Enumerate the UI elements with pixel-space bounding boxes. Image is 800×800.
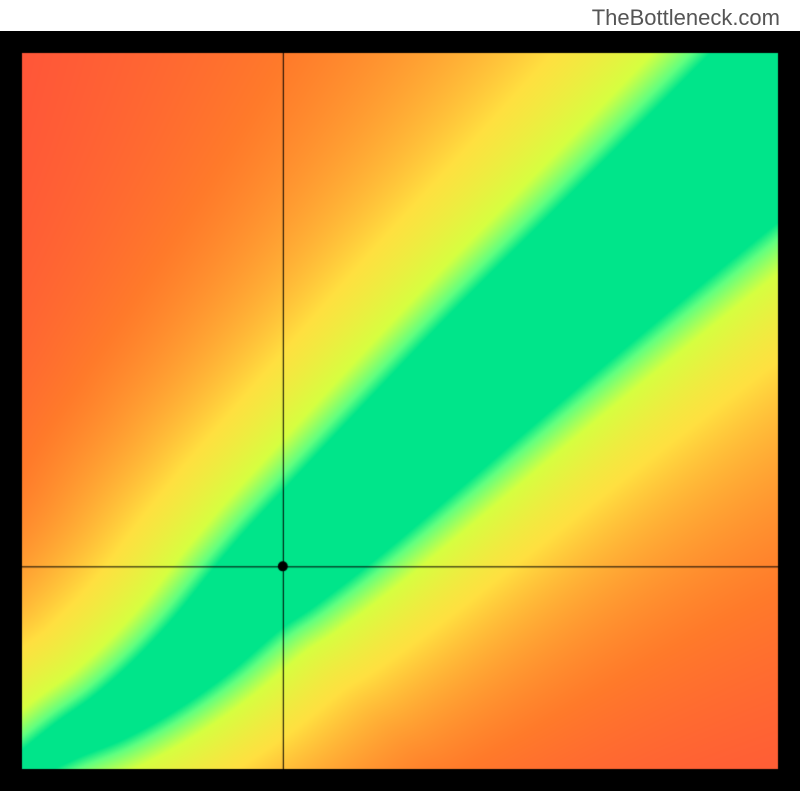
- heatmap-canvas: [0, 31, 800, 791]
- plot-wrap: [0, 31, 800, 791]
- watermark-text: TheBottleneck.com: [0, 0, 800, 31]
- chart-container: TheBottleneck.com: [0, 0, 800, 791]
